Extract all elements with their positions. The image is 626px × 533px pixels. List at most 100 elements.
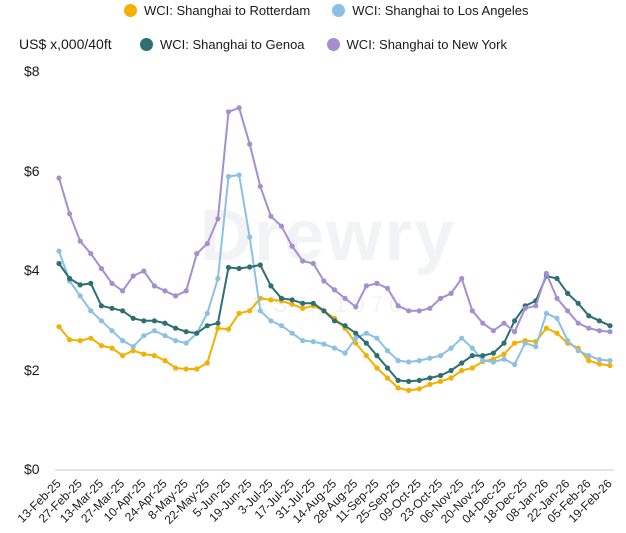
data-point[interactable] [88,280,94,286]
data-point[interactable] [130,315,136,321]
data-point[interactable] [67,211,73,217]
data-point[interactable] [596,361,603,367]
data-point[interactable] [204,310,210,316]
data-point[interactable] [109,280,115,286]
data-point[interactable] [416,358,422,364]
data-point[interactable] [448,367,454,374]
data-point[interactable] [67,337,73,343]
data-point[interactable] [278,223,285,229]
data-point[interactable] [353,304,359,310]
data-point[interactable] [98,303,104,309]
data-point[interactable] [300,300,306,306]
data-point[interactable] [257,262,263,268]
data-point[interactable] [120,353,126,359]
data-point[interactable] [395,303,401,309]
data-point[interactable] [459,335,465,341]
data-point[interactable] [480,320,486,326]
data-point[interactable] [554,275,560,282]
data-point[interactable] [342,295,348,301]
data-point[interactable] [342,323,348,329]
data-point[interactable] [374,365,380,371]
data-point[interactable] [416,377,422,383]
data-point[interactable] [490,350,496,356]
data-point[interactable] [141,318,147,324]
data-point[interactable] [501,320,507,326]
data-point[interactable] [162,358,168,364]
data-point[interactable] [543,310,550,316]
data-point[interactable] [406,387,412,393]
data-point[interactable] [173,325,179,331]
data-point[interactable] [427,355,433,361]
data-point[interactable] [522,340,528,346]
data-point[interactable] [533,344,539,350]
data-point[interactable] [247,141,253,147]
data-point[interactable] [151,353,157,359]
data-point[interactable] [141,333,147,339]
data-point[interactable] [88,308,94,314]
data-point[interactable] [109,345,115,351]
data-point[interactable] [554,315,560,321]
data-point[interactable] [300,258,306,264]
data-point[interactable] [522,305,528,311]
data-point[interactable] [565,338,571,344]
data-point[interactable] [374,280,380,286]
data-point[interactable] [437,353,444,359]
data-point[interactable] [586,313,592,319]
data-point[interactable] [236,172,242,178]
data-point[interactable] [120,288,126,294]
data-point[interactable] [310,339,316,345]
data-point[interactable] [416,308,422,314]
data-point[interactable] [225,264,232,271]
data-point[interactable] [268,283,274,289]
data-point[interactable] [56,324,62,330]
data-point[interactable] [268,318,274,324]
data-point[interactable] [384,348,391,354]
data-point[interactable] [575,300,581,306]
data-point[interactable] [173,293,179,299]
data-point[interactable] [565,290,571,296]
data-point[interactable] [278,295,285,301]
data-point[interactable] [321,308,327,314]
data-point[interactable] [225,173,232,180]
data-point[interactable] [204,241,210,247]
legend-item-los-angeles[interactable]: WCI: Shanghai to Los Angeles [332,3,529,18]
data-point[interactable] [607,362,613,369]
data-point[interactable] [289,301,295,307]
data-point[interactable] [247,234,253,240]
data-point[interactable] [310,260,316,267]
data-point[interactable] [257,183,263,189]
data-point[interactable] [586,358,592,364]
data-point[interactable] [490,328,496,334]
data-point[interactable] [183,366,189,372]
data-point[interactable] [56,260,62,267]
data-point[interactable] [363,353,369,359]
data-point[interactable] [437,378,444,384]
data-point[interactable] [596,357,603,363]
data-point[interactable] [268,297,274,303]
data-point[interactable] [575,348,581,354]
data-point[interactable] [109,328,115,334]
data-point[interactable] [98,343,104,349]
data-point[interactable] [173,365,179,371]
data-point[interactable] [353,330,359,336]
data-point[interactable] [416,386,422,392]
data-point[interactable] [384,285,391,291]
data-point[interactable] [437,372,444,379]
data-point[interactable] [67,275,73,282]
data-point[interactable] [331,287,338,293]
data-point[interactable] [427,381,433,387]
data-point[interactable] [88,335,94,341]
data-point[interactable] [596,328,603,334]
data-point[interactable] [247,264,253,270]
data-point[interactable] [543,270,550,277]
data-point[interactable] [141,351,147,357]
data-point[interactable] [120,308,126,314]
data-point[interactable] [151,328,157,334]
data-point[interactable] [459,367,465,374]
data-point[interactable] [215,325,221,331]
legend-item-genoa[interactable]: WCI: Shanghai to Genoa [140,37,305,52]
data-point[interactable] [469,365,475,371]
data-point[interactable] [162,320,168,326]
data-point[interactable] [607,323,613,329]
data-point[interactable] [437,295,444,301]
